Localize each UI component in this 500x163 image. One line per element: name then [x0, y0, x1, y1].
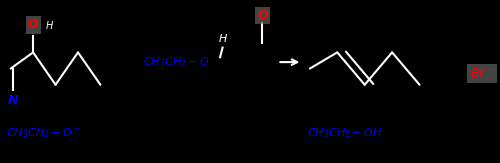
Text: $\mathit{CH_3CH_2-O}$: $\mathit{CH_3CH_2-O}$: [143, 55, 210, 69]
Text: $\mathit{CH_3CH_2-OH}$: $\mathit{CH_3CH_2-OH}$: [308, 126, 382, 140]
Text: H: H: [218, 34, 227, 44]
Text: O: O: [257, 9, 268, 22]
Text: O: O: [28, 18, 38, 31]
Text: $\mathit{CH_3CH_2-O^-}$: $\mathit{CH_3CH_2-O^-}$: [6, 126, 81, 140]
Text: N: N: [8, 94, 18, 107]
Text: H: H: [46, 21, 53, 31]
Text: $\mathit{Br^-}$: $\mathit{Br^-}$: [470, 67, 494, 80]
